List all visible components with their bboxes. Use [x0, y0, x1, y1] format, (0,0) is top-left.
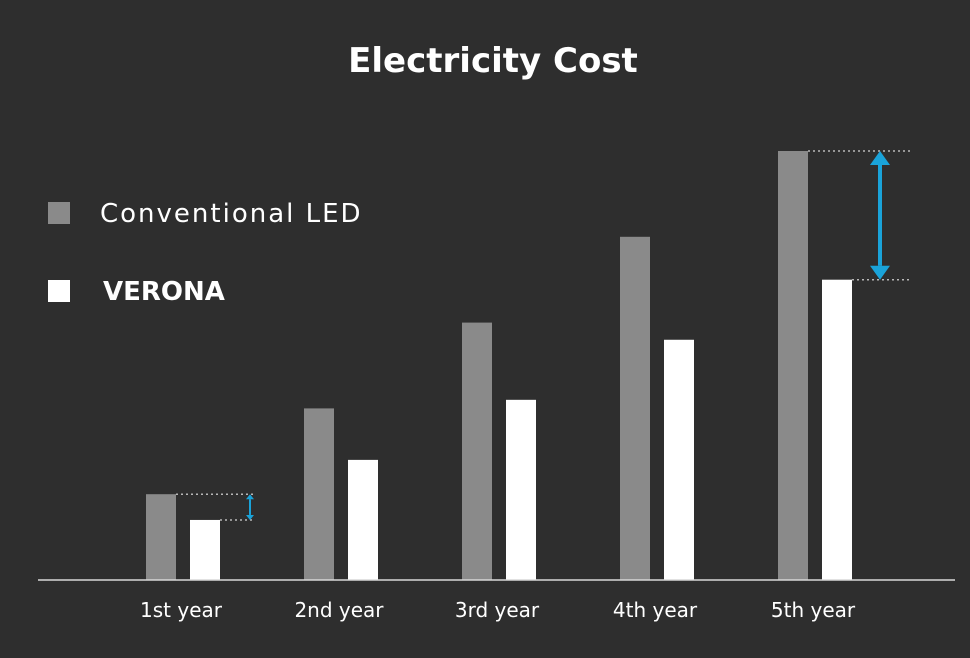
x-tick-label: 2nd year [294, 598, 384, 622]
difference-arrow-head-down [246, 514, 254, 520]
bar-conventional-led-1 [146, 494, 176, 580]
x-tick-label: 4th year [613, 598, 698, 622]
bar-verona-2 [348, 459, 378, 580]
legend-swatch-conventional-led [48, 202, 70, 224]
bar-verona-5 [822, 279, 852, 580]
legend-label-conventional-led: Conventional LED [100, 199, 363, 229]
x-tick-label: 1st year [140, 598, 223, 622]
annotations-group [176, 150, 912, 521]
bar-conventional-led-5 [778, 151, 808, 580]
bar-conventional-led-2 [304, 408, 334, 580]
legend: Conventional LED VERONA [48, 199, 363, 307]
x-tick-labels: 1st year 2nd year 3rd year 4th year 5th year [140, 598, 856, 622]
bar-conventional-led-4 [620, 236, 650, 581]
chart-title: Electricity Cost [348, 41, 638, 81]
difference-arrow-head-up [246, 494, 254, 500]
legend-swatch-verona [48, 280, 70, 302]
bar-verona-1 [190, 519, 220, 580]
x-tick-label: 3rd year [455, 598, 540, 622]
bar-verona-3 [506, 399, 536, 580]
bar-verona-4 [664, 339, 694, 580]
bars-group [146, 151, 852, 581]
difference-arrow-head-up [870, 151, 890, 165]
bar-conventional-led-3 [462, 322, 492, 580]
difference-arrow-head-down [870, 265, 890, 280]
legend-label-verona: VERONA [103, 277, 225, 307]
x-tick-label: 5th year [771, 598, 856, 622]
